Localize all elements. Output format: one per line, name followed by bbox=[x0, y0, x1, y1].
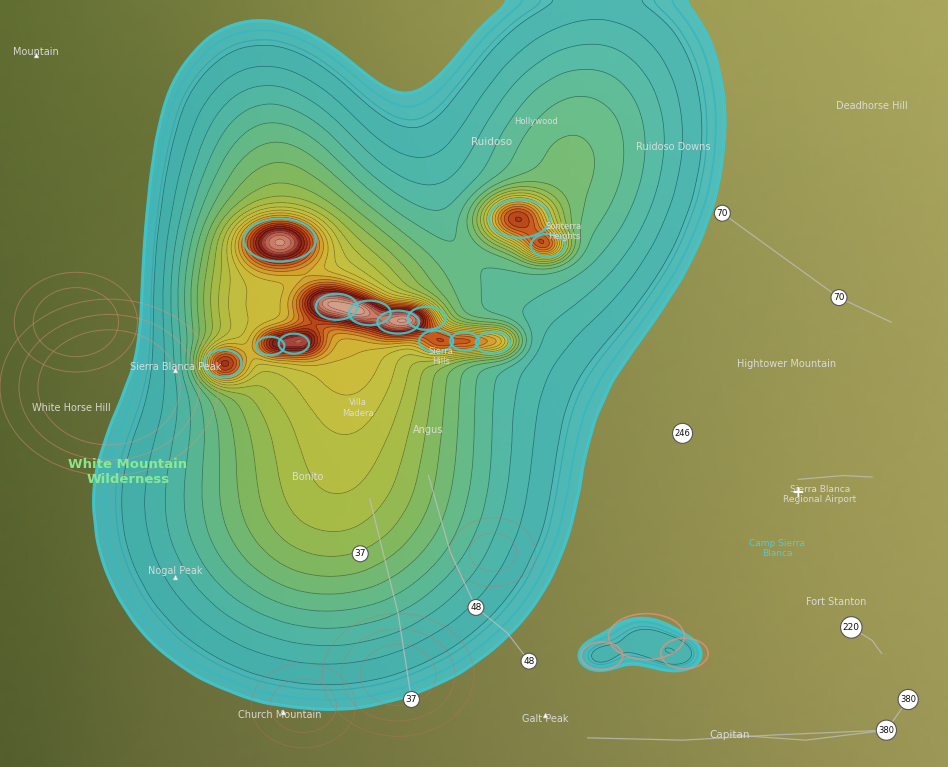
Text: Ruidoso: Ruidoso bbox=[470, 137, 512, 147]
Text: 380: 380 bbox=[901, 695, 916, 704]
Text: Camp Sierra
Blanca: Camp Sierra Blanca bbox=[749, 538, 806, 558]
Text: Sierra Blanca
Regional Airport: Sierra Blanca Regional Airport bbox=[783, 485, 857, 505]
Text: Galt Peak: Galt Peak bbox=[521, 714, 569, 725]
Text: Sonterra
Heights: Sonterra Heights bbox=[546, 222, 582, 242]
Text: White Mountain
Wilderness: White Mountain Wilderness bbox=[68, 458, 188, 486]
Text: Ruidoso Downs: Ruidoso Downs bbox=[636, 142, 710, 153]
Text: White Horse Hill: White Horse Hill bbox=[31, 403, 111, 413]
Text: Church Mountain: Church Mountain bbox=[238, 709, 321, 720]
Text: 246: 246 bbox=[675, 429, 690, 438]
Text: Deadhorse Hill: Deadhorse Hill bbox=[836, 100, 908, 111]
Text: 380: 380 bbox=[879, 726, 894, 735]
Text: Mountain: Mountain bbox=[13, 47, 59, 58]
Text: Villa
Madera: Villa Madera bbox=[342, 398, 374, 418]
Text: 48: 48 bbox=[523, 657, 535, 666]
Text: Sierra Blanca Peak: Sierra Blanca Peak bbox=[130, 361, 221, 372]
Text: +: + bbox=[792, 485, 805, 500]
Text: Capitan: Capitan bbox=[710, 729, 750, 740]
Text: Angus: Angus bbox=[413, 424, 444, 435]
Text: Hightower Mountain: Hightower Mountain bbox=[738, 359, 836, 370]
Text: Fort Stanton: Fort Stanton bbox=[806, 597, 866, 607]
Text: 70: 70 bbox=[717, 209, 728, 218]
Text: 70: 70 bbox=[833, 293, 845, 302]
Text: 37: 37 bbox=[355, 549, 366, 558]
Text: Sierra
Hills: Sierra Hills bbox=[428, 347, 453, 367]
Text: Hollywood: Hollywood bbox=[514, 117, 557, 126]
Text: Bonito: Bonito bbox=[292, 472, 324, 482]
Text: 37: 37 bbox=[406, 695, 417, 704]
Text: 48: 48 bbox=[470, 603, 482, 612]
Text: 220: 220 bbox=[843, 623, 860, 632]
Text: Nogal Peak: Nogal Peak bbox=[148, 566, 203, 577]
